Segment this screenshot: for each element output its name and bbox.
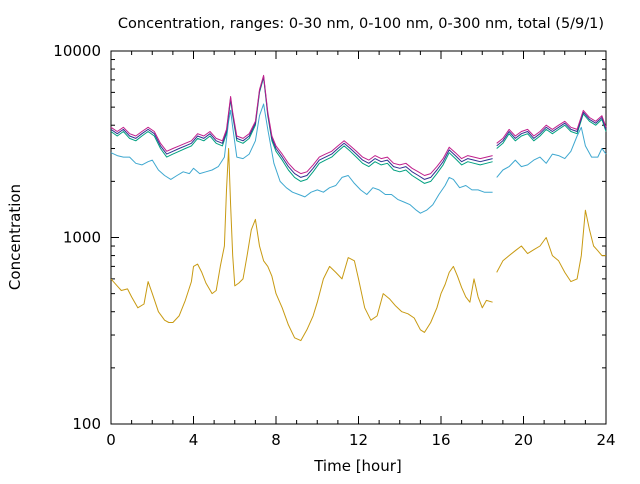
y-tick-label: 10000 <box>53 42 101 60</box>
x-tick-label: 4 <box>189 431 199 449</box>
x-tick-labels: 0 4 8 12 16 20 24 <box>106 431 615 449</box>
y-tick-label: 1000 <box>63 229 101 247</box>
series-line-3 <box>110 77 607 184</box>
x-tick-label: 12 <box>349 431 368 449</box>
y-axis-label: Concentration <box>6 184 24 290</box>
chart-title: Concentration, ranges: 0-30 nm, 0-100 nm… <box>118 16 604 32</box>
y-tick-labels: 100 1000 10000 <box>53 42 101 433</box>
x-tick-label: 24 <box>596 431 615 449</box>
series-line-2 <box>110 103 607 214</box>
major-ticks <box>110 50 607 425</box>
y-tick-label: 100 <box>72 415 101 433</box>
series-line-5 <box>110 74 607 176</box>
x-axis-label: Time [hour] <box>313 457 402 475</box>
series-group <box>110 74 607 342</box>
plot-frame <box>110 50 607 425</box>
x-tick-label: 16 <box>431 431 450 449</box>
series-line-4 <box>110 76 607 180</box>
series-line-1 <box>110 148 606 342</box>
x-tick-label: 8 <box>271 431 281 449</box>
x-tick-label: 20 <box>514 431 533 449</box>
x-tick-label: 0 <box>106 431 116 449</box>
minor-ticks <box>111 51 606 424</box>
